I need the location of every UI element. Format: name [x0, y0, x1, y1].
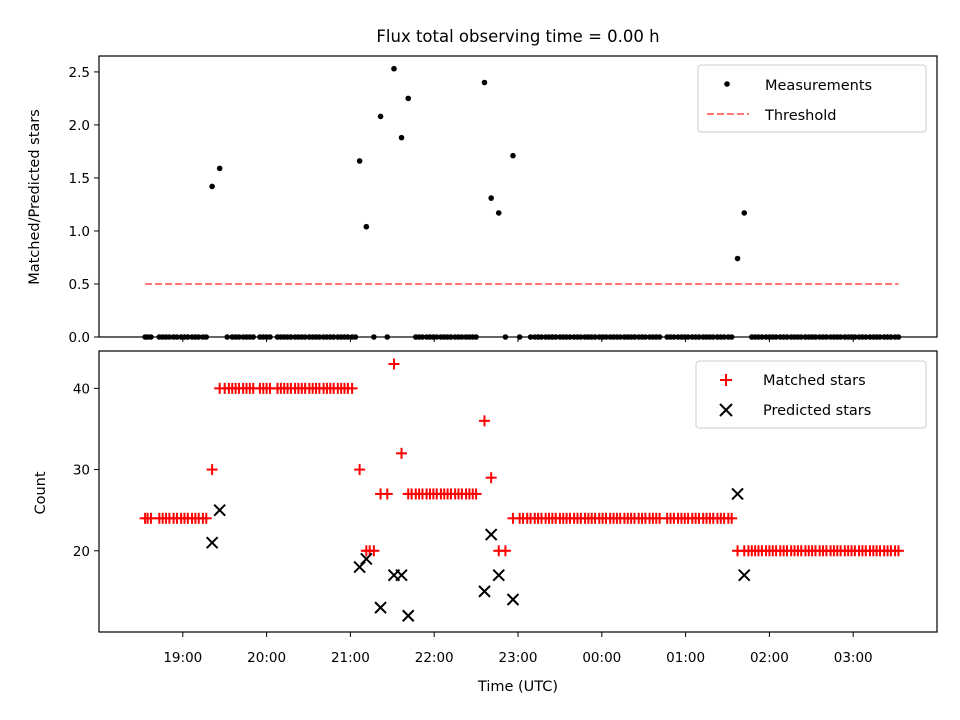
top-y-tick-label: 1.0 [69, 224, 90, 240]
measurement-point [734, 255, 741, 262]
matched-stars-point [206, 464, 218, 476]
matched-stars-point [485, 472, 497, 484]
measurement-point [741, 210, 748, 216]
matched-stars-point [354, 464, 366, 476]
measurement-point [363, 223, 370, 230]
top-y-tick-label: 2.0 [69, 118, 90, 134]
predicted-stars-point [402, 609, 415, 622]
measurement-point [398, 134, 405, 141]
x-tick-label: 03:00 [834, 650, 873, 666]
measurement-point [510, 152, 516, 159]
predicted-stars-point [492, 568, 505, 582]
bottom-y-tick-label: 20 [73, 544, 90, 560]
measurement-point [377, 113, 384, 120]
measurement-point [209, 183, 215, 190]
legend-top: Measurements Threshold [697, 64, 927, 133]
x-tick-label: 01:00 [666, 650, 705, 666]
x-axis-label: Time (UTC) [477, 679, 558, 695]
legend-predicted-marker [719, 403, 733, 417]
x-tick-label: 19:00 [163, 650, 202, 666]
x-tick-label: 20:00 [247, 650, 286, 666]
top-y-tick-label: 2.5 [69, 65, 90, 81]
predicted-stars-point [478, 585, 491, 598]
matched-stars-point [381, 488, 393, 500]
predicted-stars-point [353, 560, 366, 574]
matched-stars-point [726, 512, 738, 524]
bottom-y-tick-label: 30 [73, 463, 90, 479]
matched-stars-point [499, 545, 511, 557]
measurement-point [481, 79, 488, 86]
predicted-stars-point [374, 601, 387, 614]
top-y-tick-label: 1.5 [69, 171, 90, 187]
legend-matched-label: Matched stars [763, 373, 866, 389]
matched-stars-point [388, 358, 400, 370]
measurement-point [495, 210, 502, 216]
legend-predicted-label: Predicted stars [763, 403, 871, 419]
top-y-tick-label: 0.0 [69, 330, 90, 346]
x-tick-label: 22:00 [415, 650, 454, 666]
matched-stars-point [346, 382, 358, 394]
top-panel: 0.0 0.5 1.0 1.5 2.0 2.5 [69, 55, 938, 346]
measurement-point [216, 165, 223, 172]
predicted-stars-point [395, 568, 408, 582]
x-tick-label: 00:00 [582, 650, 621, 666]
measurement-point [405, 95, 412, 102]
legend-measurements-label: Measurements [765, 78, 872, 94]
chart-title: Flux total observing time = 0.00 h [376, 27, 659, 46]
predicted-stars-point [738, 568, 751, 582]
bottom-series-predicted-stars [205, 487, 751, 622]
matched-stars-point [892, 545, 904, 557]
matched-stars-point [200, 512, 212, 524]
matched-stars-point [470, 488, 482, 500]
legend-measurements-marker [724, 81, 730, 87]
top-y-tick-label: 0.5 [69, 277, 90, 293]
x-tick-label: 02:00 [750, 650, 789, 666]
predicted-stars-point [506, 593, 520, 606]
predicted-stars-point [213, 503, 226, 517]
bottom-y-axis-label: Count [33, 471, 49, 514]
measurement-point [356, 158, 363, 164]
x-tick-label: 21:00 [331, 650, 370, 666]
bottom-series-matched-stars [139, 358, 904, 557]
matched-stars-point [478, 415, 490, 427]
predicted-stars-point [205, 536, 219, 549]
predicted-stars-point [484, 528, 498, 541]
top-y-axis-label: Matched/Predicted stars [27, 109, 43, 285]
measurement-point [488, 195, 494, 201]
measurement-point [391, 65, 397, 72]
predicted-stars-point [731, 487, 744, 501]
legend-matched-marker [720, 374, 732, 386]
predicted-stars-point [360, 552, 373, 566]
x-tick-label: 23:00 [499, 650, 538, 666]
matched-stars-point [396, 447, 408, 459]
legend-threshold-label: Threshold [764, 108, 836, 124]
legend-bottom: Matched stars Predicted stars [695, 360, 927, 429]
matched-stars-point [368, 545, 380, 557]
bottom-y-tick-label: 40 [73, 381, 90, 397]
bottom-panel: 20 30 40 19:00 20:00 21:00 22:00 23:00 00:00 01:0… [73, 350, 938, 666]
